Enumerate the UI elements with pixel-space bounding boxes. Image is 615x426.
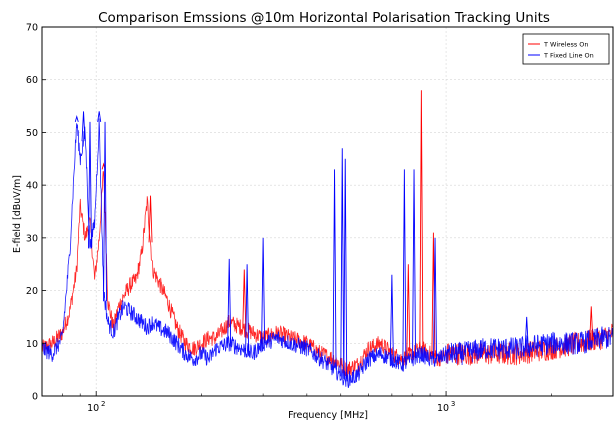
- x-tick-exponent: 3: [451, 400, 455, 408]
- spike-peak: [227, 258, 232, 344]
- spike-peak: [343, 158, 348, 379]
- legend-label-fixed-line: T Fixed Line On: [543, 52, 594, 60]
- legend-box: [522, 33, 610, 65]
- x-tick-label: 10: [437, 403, 449, 414]
- chart-title: Comparison Emssions @10m Horizontal Pola…: [98, 10, 550, 26]
- spike-peak: [148, 195, 153, 243]
- legend-label-wireless: T Wireless On: [543, 41, 589, 49]
- y-axis-label: E-field [dBuV/m]: [12, 175, 23, 253]
- y-tick-label: 40: [26, 181, 38, 192]
- spike-peak: [389, 274, 394, 360]
- spike-peak: [88, 121, 92, 249]
- spike-peak: [433, 237, 437, 360]
- spike-peak: [74, 114, 79, 123]
- spike-peak: [332, 169, 337, 370]
- y-tick-label: 20: [26, 286, 38, 297]
- spike-peak: [589, 306, 594, 341]
- grid: [42, 27, 613, 396]
- spike-peak: [340, 148, 345, 377]
- series-layer: [41, 90, 614, 388]
- legend: T Wireless On T Fixed Line On: [522, 33, 610, 65]
- spike-peak: [97, 111, 102, 122]
- y-tick-label: 30: [26, 233, 38, 244]
- plot-frame: [41, 26, 614, 397]
- spike-peak: [412, 169, 416, 359]
- spike-peak: [524, 316, 529, 348]
- y-tick-label: 70: [26, 23, 38, 34]
- x-axis-label: Frequency [MHz]: [288, 410, 368, 421]
- y-tick-label: 10: [26, 339, 38, 350]
- y-tick-label: 0: [32, 392, 38, 403]
- y-tick-label: 50: [26, 128, 38, 139]
- spike-peak: [242, 269, 247, 329]
- spike-peak: [245, 264, 250, 352]
- x-tick-label: 10: [87, 403, 99, 414]
- spike-peak: [103, 121, 107, 302]
- series-line-fixed-line: [41, 118, 614, 388]
- spike-peak: [402, 169, 407, 364]
- spike-peak: [406, 264, 411, 356]
- spike-peak: [261, 237, 266, 344]
- spike-peak: [419, 90, 424, 349]
- spike-peak: [81, 111, 86, 142]
- y-tick-label: 60: [26, 75, 38, 86]
- x-tick-exponent: 2: [101, 400, 105, 408]
